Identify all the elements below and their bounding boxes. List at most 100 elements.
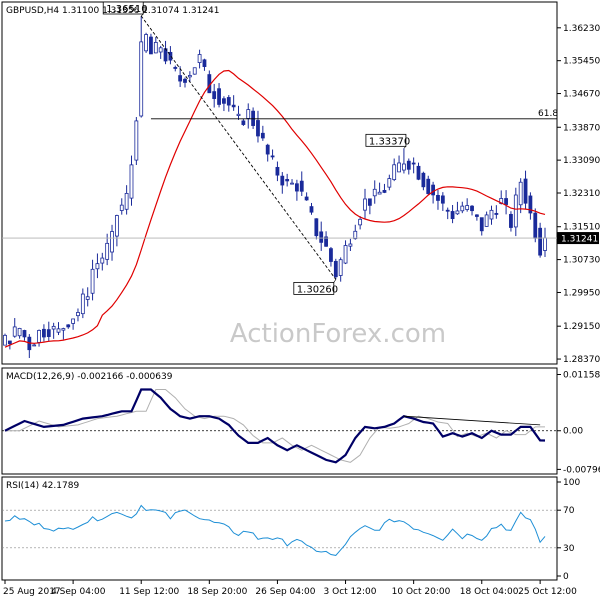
candle-body bbox=[192, 67, 197, 75]
candle-body bbox=[513, 194, 518, 228]
candle-body bbox=[280, 175, 285, 186]
rsi-y-tick-label: 0 bbox=[563, 572, 569, 582]
candle-body bbox=[484, 214, 489, 227]
x-tick-label: 10 Oct 20:00 bbox=[392, 587, 451, 597]
candle-body bbox=[406, 160, 411, 170]
macd-lines bbox=[2, 388, 557, 464]
candle-body bbox=[333, 260, 338, 278]
rsi-y-axis: 100 70 30 0 bbox=[557, 478, 580, 582]
annotation-label: 1.36510 bbox=[106, 4, 147, 15]
candle-body bbox=[100, 257, 105, 264]
x-tick-label: 25 Aug 2017 bbox=[3, 587, 61, 597]
candle-body bbox=[124, 193, 129, 210]
candle-body bbox=[518, 181, 523, 206]
price-y-axis: 1.36230 1.35450 1.34670 1.33870 1.33090 1.323… bbox=[557, 24, 600, 365]
candle-body bbox=[129, 164, 134, 199]
candle-body bbox=[538, 227, 543, 256]
candle-body bbox=[397, 162, 401, 173]
price-y-tick-label: 1.35450 bbox=[563, 57, 600, 67]
annotation-box bbox=[102, 1, 144, 15]
candle-body bbox=[153, 41, 158, 54]
watermark: ActionForex.com bbox=[230, 319, 446, 349]
candle-body bbox=[265, 144, 270, 155]
candle-body bbox=[110, 231, 114, 253]
candle-body bbox=[402, 163, 406, 171]
candle-body bbox=[46, 329, 51, 337]
candle-body bbox=[465, 205, 470, 210]
rsi-title: RSI(14) 42.1789 bbox=[6, 481, 79, 491]
candle-body bbox=[450, 211, 455, 220]
candle-body bbox=[372, 188, 377, 197]
macd-y-axis: 0.011588 0.00 -0.007961 bbox=[557, 370, 600, 475]
x-tick-label: 3 Oct 12:00 bbox=[324, 587, 377, 597]
candle-body bbox=[114, 215, 119, 237]
candle-body bbox=[440, 195, 445, 204]
annotation-label: 1.30260 bbox=[297, 284, 338, 295]
x-tick-label: 26 Sep 04:00 bbox=[255, 587, 315, 597]
candle-body bbox=[80, 293, 85, 315]
candle-body bbox=[348, 243, 353, 247]
x-tick-label: 4 Sep 04:00 bbox=[51, 587, 106, 597]
candle-body bbox=[260, 132, 265, 139]
price-y-tick-label: 1.28370 bbox=[563, 355, 600, 365]
candle-body bbox=[416, 165, 421, 180]
candle-body bbox=[299, 180, 304, 192]
candle-body bbox=[217, 88, 221, 105]
candle-body bbox=[3, 334, 7, 346]
price-panel: 61.8 1.31241 1.36510 1.30260 1.33370 ActionF… bbox=[1, 1, 600, 365]
candle-body bbox=[314, 218, 319, 237]
price-y-tick-label: 1.34670 bbox=[563, 90, 600, 100]
candle-body bbox=[85, 296, 90, 300]
candle-body bbox=[504, 198, 508, 205]
candle-body bbox=[76, 312, 80, 317]
candle-body bbox=[168, 51, 173, 61]
candle-body bbox=[42, 328, 46, 338]
candle-body bbox=[251, 110, 256, 126]
candle-body bbox=[51, 325, 56, 330]
candle-body bbox=[309, 206, 314, 213]
candle-body bbox=[222, 98, 226, 104]
rsi-y-tick-label: 100 bbox=[563, 478, 580, 488]
candle-body bbox=[509, 213, 513, 228]
candle-body bbox=[12, 326, 17, 337]
candle-body bbox=[241, 120, 246, 125]
candle-body bbox=[528, 195, 533, 214]
candle-body bbox=[367, 198, 372, 206]
candle-body bbox=[158, 47, 163, 53]
fib-618-label: 61.8 bbox=[538, 109, 558, 119]
candle-body bbox=[95, 263, 100, 270]
candle-body bbox=[290, 182, 294, 185]
candle-body bbox=[392, 164, 397, 181]
moving-average-line bbox=[4, 69, 546, 348]
candle-body bbox=[533, 212, 538, 239]
price-y-tick-label: 1.33090 bbox=[563, 156, 600, 166]
rsi-y-tick-label: 30 bbox=[563, 544, 575, 554]
x-tick-label: 18 Sep 20:00 bbox=[187, 587, 247, 597]
price-y-tick-label: 1.33870 bbox=[563, 123, 600, 133]
candle-body bbox=[319, 231, 324, 243]
annotation-leader bbox=[141, 13, 144, 17]
annotation-label: 1.33370 bbox=[369, 136, 410, 147]
macd-divergence-line bbox=[403, 415, 541, 426]
rsi-panel: RSI(14) 42.1789 100 70 30 0 bbox=[1, 476, 580, 582]
candle-body bbox=[202, 59, 207, 67]
candle-body bbox=[71, 318, 76, 324]
candle-body bbox=[32, 344, 37, 347]
macd-panel: MACD(12,26,9) -0.002166 -0.000639 0.0115… bbox=[1, 367, 600, 475]
candle-body bbox=[543, 237, 547, 251]
candle-body bbox=[304, 196, 309, 201]
candle-body bbox=[178, 75, 183, 82]
candle-body bbox=[358, 218, 363, 226]
macd-y-tick-label: 0.00 bbox=[563, 427, 583, 437]
candle-body bbox=[343, 245, 348, 264]
candle-body bbox=[173, 67, 178, 69]
candle-body bbox=[523, 178, 528, 204]
candle-body bbox=[387, 178, 392, 188]
candle-body bbox=[37, 330, 41, 343]
candle-body bbox=[285, 179, 290, 182]
current-price-box bbox=[557, 232, 599, 245]
current-price-label: 1.31241 bbox=[561, 235, 598, 245]
candle-body bbox=[474, 214, 479, 217]
price-candles bbox=[3, 16, 547, 359]
